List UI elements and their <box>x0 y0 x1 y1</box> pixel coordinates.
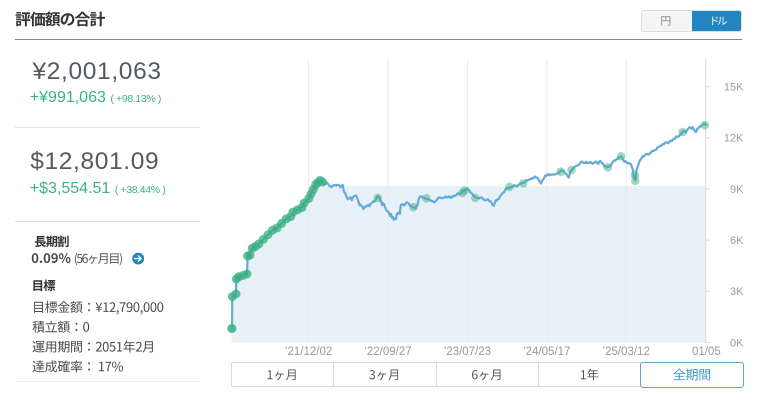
svg-text:6K: 6K <box>730 235 744 247</box>
svg-text:15K: 15K <box>724 81 744 93</box>
svg-text:12K: 12K <box>724 133 744 145</box>
svg-text:0K: 0K <box>730 337 744 349</box>
svg-text:’22/09/27: ’22/09/27 <box>364 346 411 358</box>
svg-text:’23/07/23: ’23/07/23 <box>444 346 491 358</box>
svg-text:3K: 3K <box>730 286 744 298</box>
svg-text:01/05: 01/05 <box>692 346 721 358</box>
svg-text:’24/05/17: ’24/05/17 <box>523 346 570 358</box>
svg-text:’25/03/12: ’25/03/12 <box>603 346 650 358</box>
svg-text:9K: 9K <box>730 184 744 196</box>
svg-text:’21/12/02: ’21/12/02 <box>285 346 332 358</box>
